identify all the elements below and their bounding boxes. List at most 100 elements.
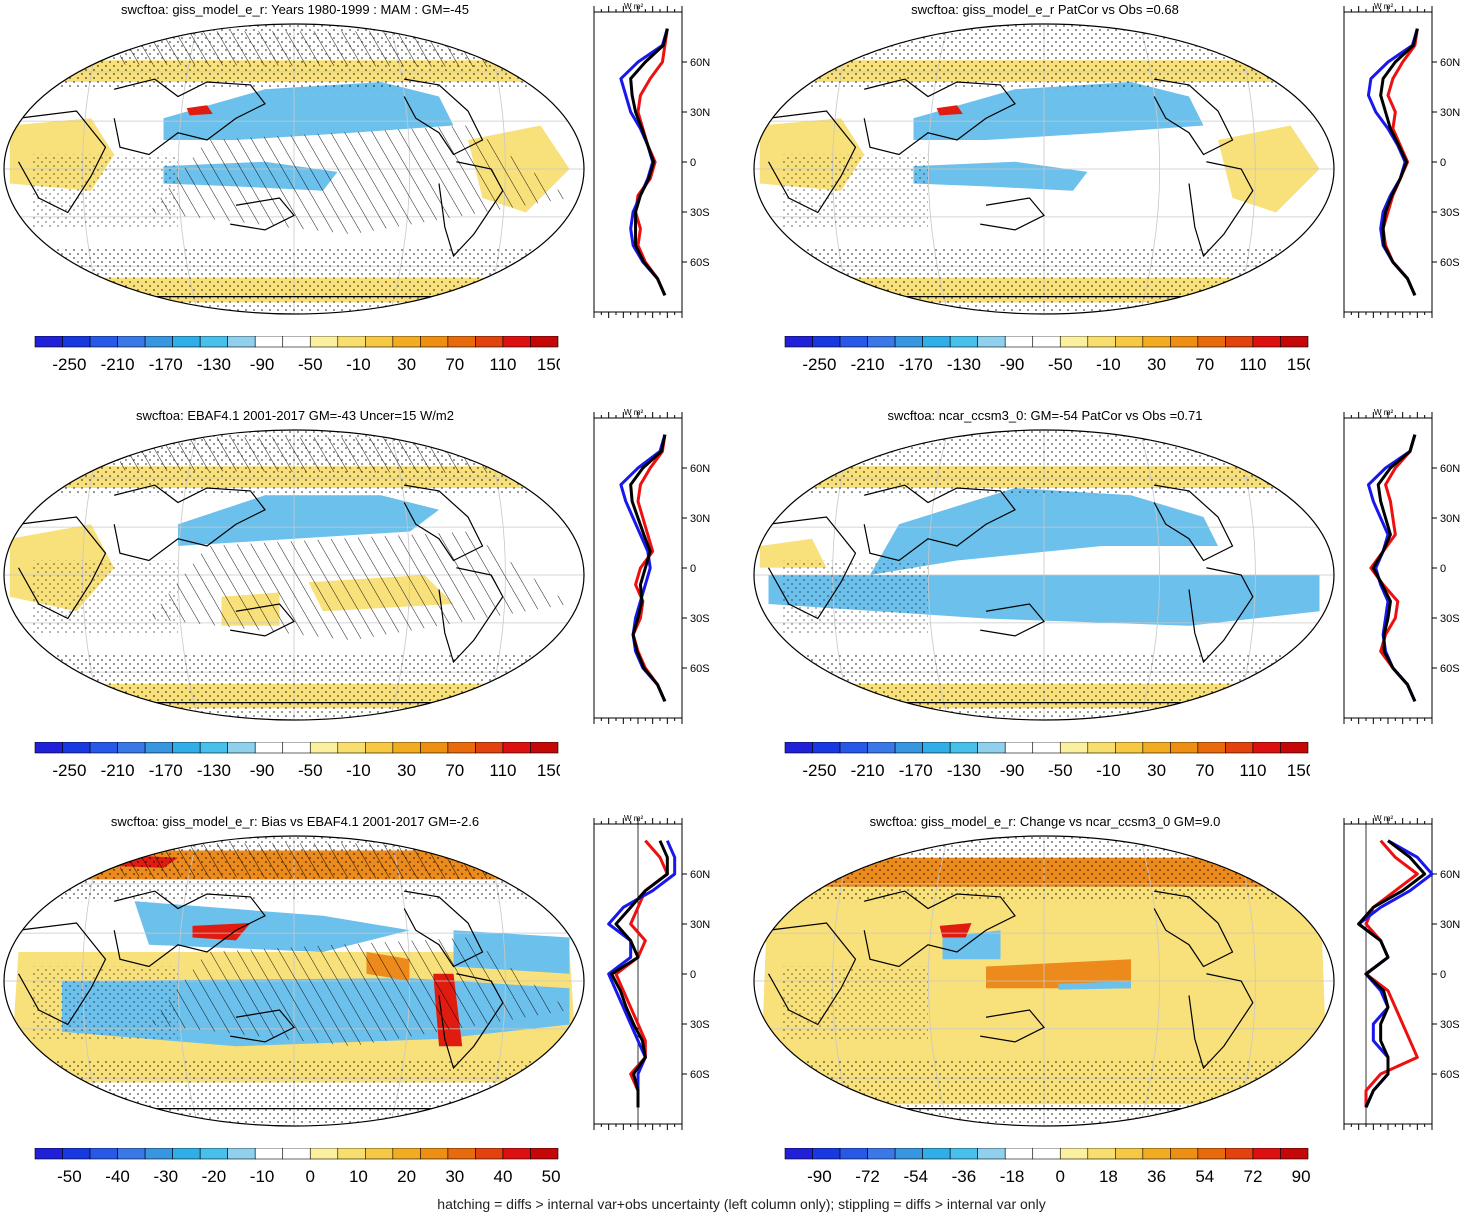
colorbar-label: -90 — [1000, 761, 1025, 780]
zonal-ytick-label: 30S — [690, 1019, 710, 1031]
colorbar-label: -210 — [851, 355, 885, 374]
coastline — [17, 516, 107, 620]
zonal-mean-plot: W m²-150-90-3060N30N030S60S — [1343, 408, 1460, 724]
hatching — [149, 937, 570, 1047]
colorbar-swatch — [254, 742, 284, 754]
zonal-ytick-label: 30S — [1440, 1019, 1460, 1031]
colorbar-swatch — [392, 1148, 421, 1160]
colorbar-label: -10 — [1096, 355, 1121, 374]
colorbar-swatch — [867, 1148, 896, 1160]
colorbar-swatch — [89, 1148, 118, 1160]
zonal-series-blue — [1366, 28, 1419, 296]
colorbar-swatch — [784, 742, 813, 754]
colorbar: -250 -210 -170 -130 -90 -50 -10 30 70 110 150 — [34, 742, 560, 780]
zonal-unit-label: W m² — [624, 814, 643, 823]
colorbar-swatch — [420, 742, 449, 754]
colorbar: -250 -210 -170 -130 -90 -50 -10 30 70 110 150 — [34, 336, 560, 374]
colorbar-label: -170 — [149, 355, 183, 374]
zonal-ytick-label: 30N — [690, 919, 710, 931]
colorbar-swatch — [144, 1148, 173, 1160]
colorbar-label: 110 — [1239, 761, 1266, 780]
zonal-unit-label: W m² — [1374, 408, 1393, 417]
figure-panel: swcftoa: ncar_ccsm3_0: GM=-54 PatCor vs … — [750, 406, 1483, 811]
colorbar-swatch — [812, 1148, 841, 1160]
zonal-ytick-label: 60N — [1440, 463, 1460, 475]
colorbar-swatch — [309, 336, 339, 348]
coastline — [403, 890, 484, 968]
colorbar-label: 150 — [1287, 355, 1310, 374]
zonal-ytick-label: 30S — [1440, 613, 1460, 625]
coastline — [980, 197, 1045, 231]
colorbar-swatch — [1170, 742, 1199, 754]
colorbar-swatch — [62, 1148, 91, 1160]
colorbar-label: -10 — [1096, 761, 1121, 780]
coastline — [230, 197, 295, 231]
colorbar-swatch — [282, 336, 311, 348]
robinson-map — [3, 835, 585, 1127]
colorbar-label: 110 — [489, 761, 516, 780]
colorbar-label: 18 — [1099, 1167, 1118, 1186]
colorbar-label: 90 — [1292, 1167, 1310, 1186]
colorbar-label: 110 — [1239, 355, 1266, 374]
colorbar-swatch — [227, 336, 256, 348]
zonal-series-black — [1357, 839, 1427, 1108]
colorbar-swatch — [227, 1148, 256, 1160]
colorbar-swatch — [34, 742, 63, 754]
colorbar-swatch — [977, 336, 1006, 348]
colorbar-swatch — [1059, 1148, 1089, 1160]
colorbar-label: -50 — [298, 355, 323, 374]
colorbar-swatch — [89, 336, 118, 348]
coastline — [1153, 78, 1234, 156]
colorbar-label: 150 — [1287, 761, 1310, 780]
contour-region — [192, 923, 251, 941]
coastline — [403, 484, 484, 562]
colorbar-swatch — [922, 1148, 951, 1160]
colorbar-label: 150 — [537, 355, 560, 374]
zonal-frame — [1343, 11, 1433, 313]
colorbar-swatch — [144, 742, 173, 754]
hatching — [149, 125, 570, 235]
colorbar-swatch — [530, 336, 559, 348]
coastline — [767, 922, 857, 1026]
colorbar-swatch — [1115, 742, 1144, 754]
colorbar-swatch — [337, 336, 366, 348]
coastline — [1188, 161, 1254, 258]
colorbar-swatch — [365, 336, 394, 348]
colorbar-label: -20 — [202, 1167, 227, 1186]
colorbar-swatch — [62, 742, 91, 754]
robinson-map — [753, 835, 1335, 1127]
colorbar-swatch — [282, 742, 311, 754]
colorbar-swatch — [1280, 742, 1309, 754]
colorbar-swatch — [1280, 336, 1309, 348]
colorbar-label: 40 — [493, 1167, 512, 1186]
zonal-mean-plot: W m²-30-10103060N30N030S60S — [593, 814, 710, 1130]
colorbar-swatch — [1197, 336, 1226, 348]
colorbar-label: -130 — [197, 355, 231, 374]
colorbar-label: -210 — [101, 761, 135, 780]
robinson-map — [753, 429, 1335, 721]
coastline — [767, 516, 857, 620]
colorbar-swatch — [894, 742, 923, 754]
colorbar-label: -90 — [250, 355, 275, 374]
colorbar-swatch — [867, 742, 896, 754]
colorbar-label: -18 — [1000, 1167, 1025, 1186]
colorbar-swatch — [1252, 1148, 1281, 1160]
coastline — [438, 567, 504, 664]
stippling-south — [754, 248, 1334, 314]
map-field — [4, 24, 584, 314]
zonal-ytick-label: 30N — [690, 513, 710, 525]
zonal-unit-label: W m² — [624, 2, 643, 11]
colorbar-label: -170 — [899, 761, 933, 780]
zonal-series-black — [1371, 434, 1417, 702]
coastline — [863, 484, 1016, 562]
colorbar-label: 0 — [1056, 1167, 1065, 1186]
coastline — [767, 110, 857, 214]
zonal-frame — [593, 11, 683, 313]
colorbar-swatch — [1225, 742, 1254, 754]
colorbar-swatch — [502, 1148, 531, 1160]
figure-panel: swcftoa: giss_model_e_r: Years 1980-1999… — [0, 0, 741, 405]
coastline — [438, 973, 504, 1070]
contour-region — [178, 495, 439, 546]
colorbar-swatch — [447, 742, 476, 754]
stippling-south — [4, 654, 584, 720]
